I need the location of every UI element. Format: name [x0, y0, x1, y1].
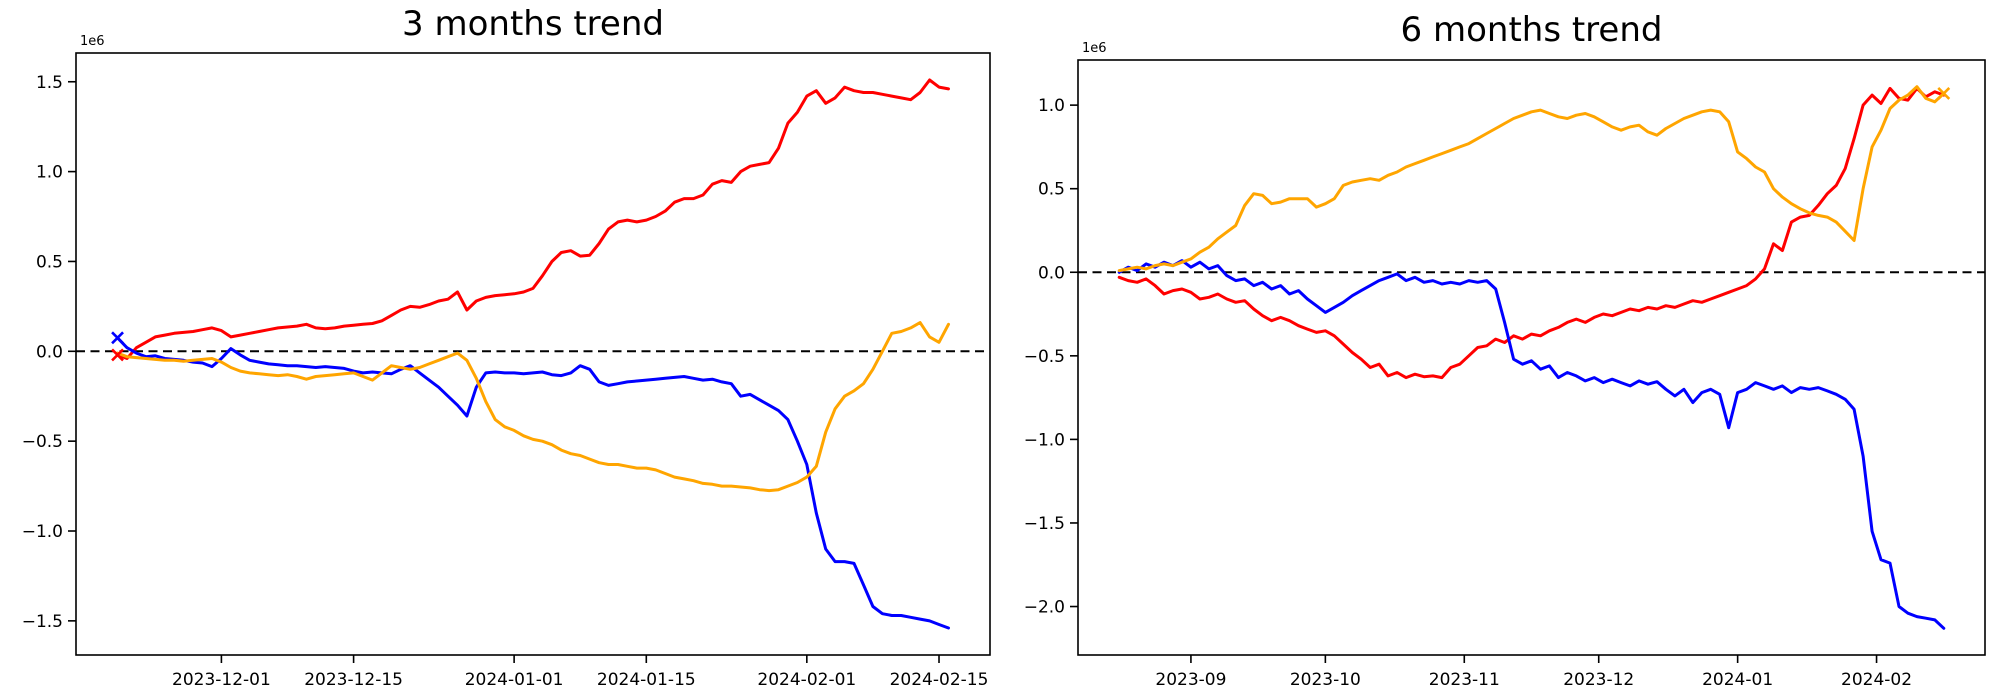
y-tick-label: −1.5 [1024, 514, 1065, 534]
x-tick-label: 2024-01-01 [465, 670, 564, 690]
left-chart-title: 3 months trend [402, 4, 664, 44]
line-orange-series [116, 321, 950, 493]
x-tick-label: 2024-01 [1702, 670, 1773, 690]
y-tick-label: 0.5 [1038, 180, 1065, 200]
plot-border [75, 52, 991, 656]
blue-series-x-marker [111, 331, 124, 345]
line-red-series [1117, 86, 1946, 380]
x-tick-label: 2023-09 [1155, 670, 1226, 690]
x-tick-label: 2024-02-15 [890, 670, 989, 690]
x-tick-label: 2023-10 [1290, 670, 1361, 690]
right-y-scale-offset-label: 1e6 [1082, 41, 1107, 56]
y-tick-label: −0.5 [22, 432, 63, 452]
line-blue-series [116, 336, 950, 630]
y-tick-label: 1.0 [36, 163, 63, 183]
x-tick-label: 2024-02-01 [757, 670, 856, 690]
x-tick-label: 2023-12-15 [304, 670, 403, 690]
y-tick-label: 1.5 [36, 73, 63, 93]
y-tick-label: 0.5 [36, 252, 63, 272]
orange-series-x-marker [1937, 87, 1951, 100]
x-tick-label: 2023-11 [1429, 670, 1500, 690]
y-tick-label: 0.0 [36, 342, 63, 362]
x-tick-label: 2023-12 [1563, 670, 1634, 690]
x-tick-label: 2023-12-01 [172, 670, 271, 690]
y-tick-label: −0.5 [1024, 347, 1065, 367]
line-blue-series [1117, 259, 1946, 630]
left-y-scale-offset-label: 1e6 [80, 34, 105, 49]
y-tick-label: −1.0 [22, 522, 63, 542]
y-tick-label: 0.0 [1038, 263, 1065, 283]
x-marker-stroke [111, 348, 124, 362]
line-red-series [116, 78, 950, 360]
x-marker-stroke [1937, 87, 1951, 100]
x-tick-label: 2024-01-15 [597, 670, 696, 690]
x-marker-stroke [111, 331, 124, 345]
chart-panel-left: 1.5 1.0 0.5 0.0 −0.5 −1.0 −1.5 2023-12-01 2023-1… [22, 52, 991, 690]
y-tick-label: −1.5 [22, 612, 63, 632]
chart-panel-right: 1.0 0.5 0.0 −0.5 −1.0 −1.5 −2.0 2023-09 2023-10 2… [1024, 59, 1986, 690]
y-tick-label: −2.0 [1024, 598, 1065, 618]
x-tick-label: 2024-02 [1841, 670, 1912, 690]
red-series-x-marker [111, 348, 124, 362]
y-tick-label: −1.0 [1024, 430, 1065, 450]
right-chart-title: 6 months trend [1400, 10, 1663, 50]
line-orange-series [1117, 85, 1946, 273]
y-tick-label: 1.0 [1038, 96, 1065, 116]
plot-border [1077, 59, 1986, 656]
